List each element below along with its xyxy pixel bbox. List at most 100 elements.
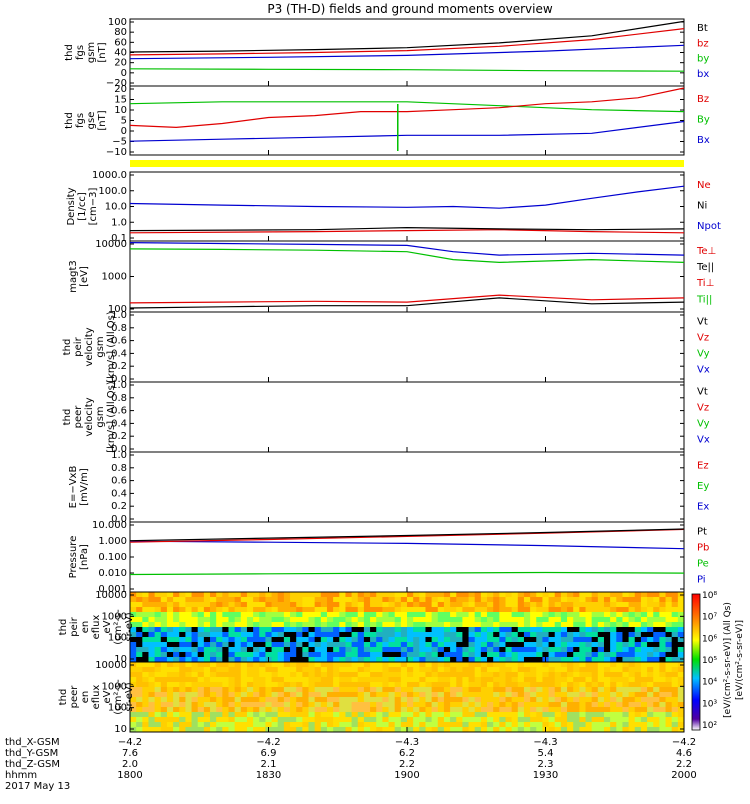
x-tick-label: 2.0: [122, 759, 138, 770]
y-axis-label: gsm: [95, 336, 106, 357]
y-tick-label: 1.0: [111, 450, 127, 461]
curve-Pt: [129, 528, 685, 542]
x-row-label: thd_X-GSM: [5, 737, 60, 748]
y-tick-label: 0.2: [111, 361, 127, 372]
y-tick-label: 0.8: [111, 323, 127, 334]
y-tick-label: 0.6: [111, 476, 127, 487]
legend-Ni: Ni: [697, 201, 707, 212]
y-axis-label: en: [80, 691, 91, 704]
y-axis-label: fgs: [75, 45, 86, 60]
curve-Bx: [129, 120, 685, 142]
legend-Vt: Vt: [697, 317, 708, 328]
curve-Ni: [129, 226, 685, 232]
x-tick-label: 2.3: [538, 759, 554, 770]
colorbar-tick: 10²: [702, 721, 717, 731]
curve-Te-perp: [129, 294, 685, 304]
y-tick-label: 0.0: [111, 444, 127, 455]
y-axis-label: (cm²-s-: [113, 609, 124, 645]
y-axis-label: gsm: [95, 406, 106, 427]
legend-Pt: Pt: [697, 527, 707, 538]
y-axis-label: magt3: [68, 260, 79, 293]
y-tick-label: −5: [112, 137, 127, 148]
chart-title: P3 (TH-D) fields and ground moments over…: [267, 2, 552, 16]
x-axis: thd_X-GSM −4.2 −4.2 −4.3 −4.3 −4.2 thd_Y-GSM 7.…: [5, 737, 697, 792]
x-tick-label: 6.2: [399, 748, 415, 759]
y-tick-label: 0.6: [111, 406, 127, 417]
y-axis-label: Density: [66, 187, 77, 225]
spectrogram-peir-eflux: [130, 592, 684, 662]
legend-Bx: Bx: [697, 135, 710, 146]
y-tick-label: 1.0: [111, 380, 127, 391]
y-tick-label: 0.010: [98, 568, 127, 579]
y-tick-label: 1000: [102, 611, 127, 622]
colorbar-tick: 10⁴: [702, 678, 717, 688]
legend-Pb: Pb: [697, 543, 709, 554]
x-tick-label: −4.2: [118, 737, 142, 748]
legend-Ez: Ez: [697, 460, 709, 471]
legend-Vx: Vx: [697, 364, 710, 375]
curve-bz: [129, 28, 685, 56]
y-axis-label: thd: [62, 409, 73, 426]
y-axis-label: gsm: [86, 42, 97, 63]
y-tick-label: 5: [121, 116, 127, 127]
y-axis-label: [nPa]: [79, 544, 90, 570]
colorbar-gradient: [691, 593, 701, 731]
curve-by: [129, 68, 685, 72]
legend-Bz: Bz: [697, 94, 709, 105]
x-row-label: hhmm: [5, 770, 37, 781]
panel-peer-eflux: 10000 1000 100 10 thd peer en eflux eV (cm²-s-sr-…: [58, 660, 685, 735]
x-tick-label: 2000: [671, 770, 696, 781]
y-axis-label: Pressure: [68, 536, 79, 579]
x-tick-label: 1930: [533, 770, 558, 781]
legend-bx: bx: [697, 69, 709, 80]
y-axis-label: thd: [62, 339, 73, 356]
y-axis-label: peir: [69, 616, 80, 636]
y-tick-label: 15: [114, 95, 127, 106]
x-tick-label: 1800: [117, 770, 142, 781]
y-tick-label: 0.4: [111, 348, 127, 359]
colorbar-tick: 10⁵: [702, 656, 717, 666]
legend-Ey: Ey: [697, 481, 709, 492]
panel-frame: [129, 381, 685, 453]
y-axis-label: E=−VxB: [68, 466, 79, 509]
legend-Vz: Vz: [697, 333, 709, 344]
y-axis-label: [nT]: [97, 42, 108, 62]
x-row-label: thd_Z-GSM: [5, 759, 60, 770]
panel-frame: [129, 18, 685, 87]
y-tick-label: 10000: [95, 590, 127, 601]
y-axis-label: [cm−3]: [88, 188, 99, 226]
y-axis-label: [mV/m]: [79, 468, 90, 506]
y-tick-label: 10.000: [92, 520, 127, 531]
y-tick-label: 40: [114, 48, 127, 59]
y-tick-label: −10: [106, 147, 127, 158]
y-tick-label: 0.001: [98, 584, 127, 595]
curve-Te-par: [129, 297, 685, 309]
y-tick-label: 80: [114, 27, 127, 38]
curve-Pi: [129, 540, 685, 550]
y-tick-label: 20: [114, 84, 127, 95]
y-tick-label: 1000: [102, 681, 127, 692]
y-tick-label: 10000: [95, 660, 127, 671]
y-axis-label: velocity: [84, 327, 95, 366]
y-axis-label: gse: [86, 112, 97, 130]
y-axis-label: [eV]: [79, 266, 90, 287]
curve-bx: [129, 44, 685, 60]
legend-by: by: [697, 54, 709, 65]
y-axis-label: eflux: [91, 615, 102, 640]
y-axis-label: [1/cc]: [77, 192, 88, 221]
x-tick-label: −4.3: [395, 737, 419, 748]
legend-Vy: Vy: [697, 349, 710, 360]
x-tick-label: 2.1: [261, 759, 277, 770]
y-tick-label: 10: [114, 105, 127, 116]
panel-frame: [129, 451, 685, 523]
y-axis-label: peer: [69, 685, 80, 709]
curve-Pe: [129, 571, 685, 576]
y-tick-label: 0.100: [98, 552, 127, 563]
legend-Vy: Vy: [697, 419, 710, 430]
y-tick-label: 1.0: [111, 217, 127, 228]
y-tick-label: 10: [114, 724, 127, 735]
legend-Ti||: Ti||: [696, 294, 712, 305]
y-tick-label: 0.2: [111, 501, 127, 512]
x-tick-label: 1900: [394, 770, 419, 781]
